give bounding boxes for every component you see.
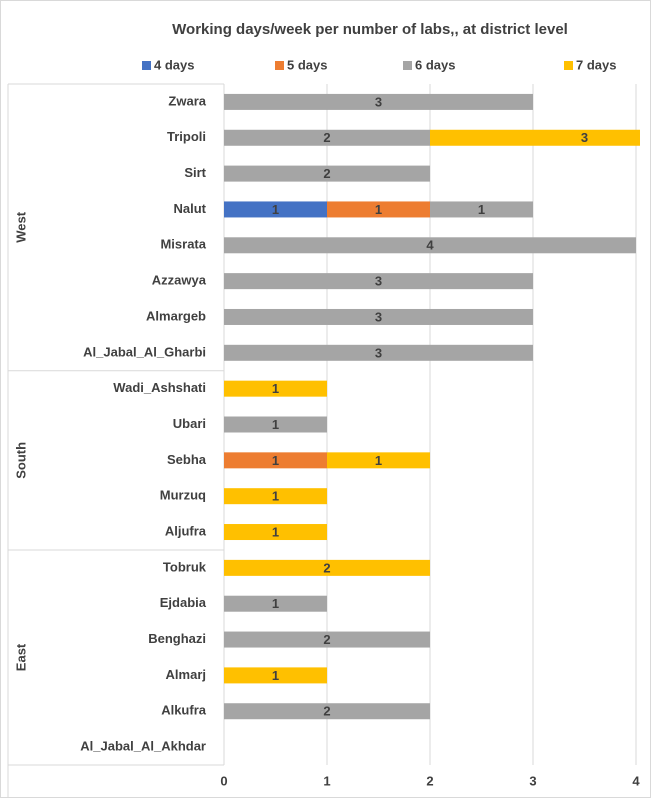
- category-label: Sebha: [167, 452, 207, 467]
- bar-segment: [224, 631, 430, 648]
- data-label: 2: [323, 704, 330, 719]
- bar-segment: [224, 703, 430, 720]
- data-label: 1: [375, 202, 382, 217]
- chart-title: Working days/week per number of labs,, a…: [172, 21, 568, 38]
- x-tick-label: 0: [220, 773, 227, 788]
- bar-segment: [224, 237, 636, 254]
- bar-segment: [327, 201, 430, 218]
- category-label: Azzawya: [152, 273, 207, 288]
- legend-label: 5 days: [287, 57, 327, 72]
- data-label: 1: [272, 668, 279, 683]
- bar-segment: [224, 488, 327, 505]
- data-label: 3: [581, 130, 588, 145]
- category-label: Sirt: [184, 165, 206, 180]
- category-label: Ubari: [173, 416, 206, 431]
- bar-segment: [224, 595, 327, 612]
- legend-swatch: [564, 61, 573, 70]
- data-label: 1: [272, 453, 279, 468]
- category-label: Al_Jabal_Al_Gharbi: [83, 344, 206, 359]
- bar-segment: [224, 559, 430, 576]
- bar-segment: [224, 667, 327, 684]
- data-label: 3: [375, 274, 382, 289]
- group-label: West: [13, 211, 28, 242]
- bar-segment: [430, 129, 640, 146]
- x-tick-label: 3: [529, 773, 536, 788]
- group-label: South: [13, 442, 28, 479]
- bar-segment: [430, 201, 533, 218]
- data-label: 1: [272, 524, 279, 539]
- category-label: Tobruk: [163, 559, 207, 574]
- bar-segment: [224, 93, 533, 110]
- data-label: 1: [272, 417, 279, 432]
- data-label: 2: [323, 560, 330, 575]
- data-label: 1: [272, 202, 279, 217]
- category-label: Wadi_Ashshati: [113, 380, 206, 395]
- bar-segment: [224, 201, 327, 218]
- data-label: 2: [323, 130, 330, 145]
- bar-segment: [224, 524, 327, 541]
- legend-swatch: [403, 61, 412, 70]
- data-label: 2: [323, 166, 330, 181]
- data-label: 1: [272, 489, 279, 504]
- category-label: Benghazi: [148, 631, 206, 646]
- legend-label: 7 days: [576, 57, 616, 72]
- category-label: Nalut: [174, 201, 207, 216]
- legend-swatch: [275, 61, 284, 70]
- data-label: 1: [272, 381, 279, 396]
- data-label: 1: [478, 202, 485, 217]
- bar-segment: [224, 273, 533, 290]
- category-label: Almargeb: [146, 308, 206, 323]
- data-label: 3: [375, 345, 382, 360]
- data-label: 1: [272, 596, 279, 611]
- bar-segment: [327, 452, 430, 469]
- bar-segment: [224, 416, 327, 433]
- legend-label: 4 days: [154, 57, 194, 72]
- x-tick-label: 2: [426, 773, 433, 788]
- category-label: Aljufra: [165, 523, 207, 538]
- category-label: Ejdabia: [160, 595, 207, 610]
- data-label: 4: [426, 238, 434, 253]
- bar-segment: [224, 165, 430, 182]
- x-tick-label: 4: [632, 773, 640, 788]
- category-label: Murzuq: [160, 488, 206, 503]
- category-label: Tripoli: [167, 129, 206, 144]
- legend-swatch: [142, 61, 151, 70]
- bar-segment: [224, 129, 430, 146]
- category-label: Almarj: [166, 667, 206, 682]
- group-label: East: [13, 643, 28, 671]
- category-label: Misrata: [160, 237, 206, 252]
- data-label: 2: [323, 632, 330, 647]
- category-label: Alkufra: [161, 703, 207, 718]
- data-label: 3: [375, 94, 382, 109]
- bar-segment: [224, 452, 327, 469]
- data-label: 3: [375, 309, 382, 324]
- category-label: Al_Jabal_Al_Akhdar: [80, 739, 206, 754]
- category-label: Zwara: [168, 93, 206, 108]
- data-label: 1: [375, 453, 382, 468]
- x-tick-label: 1: [323, 773, 330, 788]
- bar-segment: [224, 344, 533, 361]
- bar-segment: [224, 380, 327, 397]
- legend-label: 6 days: [415, 57, 455, 72]
- bar-segment: [224, 308, 533, 325]
